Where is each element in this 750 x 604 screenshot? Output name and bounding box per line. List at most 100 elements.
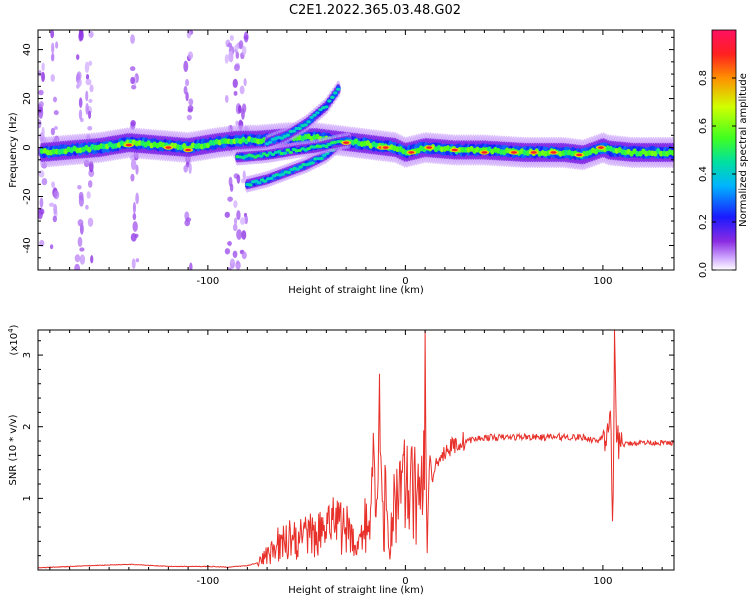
spectrogram-noise-cell (129, 66, 136, 72)
spectrogram-x-tick-label: 0 (402, 276, 408, 287)
spectrogram-noise-cell (41, 126, 45, 139)
spectrogram-noise-cell (50, 127, 56, 136)
spectrogram-noise-cell (189, 262, 193, 270)
spectrogram-y-tick-label: -40 (22, 237, 33, 253)
spectrogram-noise-cell (130, 158, 137, 171)
snr-y-multiplier-base: (x10 (9, 333, 20, 356)
spectrogram-core-cell (286, 170, 292, 175)
spectrogram-core-cell (306, 147, 311, 151)
spectrogram-image (38, 30, 674, 270)
spectrogram-noise-cell (224, 54, 229, 64)
spectrogram-core-cell (303, 123, 308, 127)
spectrogram-noise-cell (233, 217, 238, 226)
spectrogram-noise-cell (241, 251, 247, 260)
spectrogram-core-cell (306, 120, 311, 124)
spectrogram-noise-cell (50, 30, 55, 39)
snr-plot-area (38, 330, 674, 570)
spectrogram-hot-spot (185, 148, 192, 152)
spectrogram-noise-cell (224, 248, 231, 255)
spectrogram-noise-cell (187, 105, 194, 112)
colorbar-tick-label: 0.8 (698, 70, 709, 86)
spectrogram-panel: -100 0 100 -40 -20 0 20 40 Height of straight l… (8, 29, 675, 296)
spectrogram-noise-cell (186, 114, 192, 121)
spectrogram-noise-cell (131, 84, 137, 90)
spectrogram-hot-spot (426, 146, 433, 149)
spectrogram-noise-cell (183, 60, 189, 73)
spectrogram-hot-spot (165, 146, 172, 149)
spectrogram-y-tick-label: 0 (22, 144, 33, 150)
spectrogram-hot-spot (597, 146, 604, 149)
spectrogram-noise-cell (53, 126, 58, 131)
spectrogram-ticks: -100 0 100 -40 -20 0 20 40 (22, 30, 674, 287)
spectrogram-noise-cell (87, 180, 93, 188)
spectrogram-noise-cell (50, 74, 55, 82)
spectrogram-hot-spot (408, 151, 415, 154)
spectrogram-hot-spot (550, 151, 557, 154)
spectrogram-noise-cell (41, 177, 48, 186)
spectrogram-noise-cell (85, 73, 90, 80)
spectrogram-core-cell (270, 152, 276, 157)
colorbar: 0.0 0.2 0.4 0.6 0.8 Normalized spectral ampl… (698, 29, 749, 278)
spectrogram-core-cell (262, 179, 268, 183)
spectrogram-noise-cell (239, 85, 245, 95)
spectrogram-noise-cell (48, 202, 55, 207)
svg-text:(x104): (x104) (7, 324, 20, 355)
spectrogram-core-cell (257, 181, 262, 185)
spectrogram-noise-cell (88, 60, 93, 66)
spectrogram-core-cell (324, 105, 329, 109)
colorbar-tick-label: 0.6 (698, 118, 709, 134)
spectrogram-noise-cell (38, 170, 45, 178)
spectrogram-noise-cell (232, 223, 238, 232)
colorbar-tick-label: 0.0 (698, 262, 709, 278)
snr-y-multiplier-exp: 4 (7, 328, 15, 333)
spectrogram-core-cell (315, 111, 320, 115)
snr-line (38, 330, 674, 569)
spectrogram-noise-cell (38, 69, 42, 77)
spectrogram-core-cell (297, 148, 302, 152)
spectrogram-y-tick-label: 20 (22, 92, 33, 105)
spectrogram-noise-cell (229, 35, 234, 41)
spectrogram-noise-cell (89, 84, 94, 93)
spectrogram-x-tick-label: 100 (593, 276, 612, 287)
spectrogram-noise-cell (132, 221, 138, 232)
spectrogram-noise-cell (233, 90, 238, 96)
spectrogram-noise-cell (232, 78, 238, 88)
spectrogram-track (264, 80, 341, 152)
spectrogram-x-tick-label: -100 (197, 276, 220, 287)
spectrogram-noise-cell (238, 40, 244, 50)
spectrogram-noise-cell (230, 258, 234, 265)
spectrogram-noise-cell (130, 232, 137, 242)
spectrogram-core-cell (322, 153, 327, 158)
snr-panel: -100 0 100 1 2 3 Height of straight line (km)… (7, 324, 675, 596)
spectrogram-noise-cell (88, 98, 93, 103)
spectrogram-core-cell (327, 99, 332, 103)
spectrogram-core-cell (276, 150, 282, 154)
spectrogram-hot-spot (343, 141, 350, 144)
spectrogram-noise-cell (183, 85, 188, 95)
spectrogram-noise-cell (130, 173, 135, 182)
snr-x-tick-label: -100 (197, 576, 220, 587)
spectrogram-noise-cell (84, 61, 90, 73)
spectrogram-hot-spot (576, 153, 583, 157)
spectrogram-noise-cell (38, 101, 44, 108)
spectrogram-noise-cell (235, 51, 240, 59)
spectrogram-noise-cell (239, 217, 246, 225)
spectrogram-noise-cell (235, 260, 241, 270)
spectrogram-core-cell (295, 167, 300, 171)
spectrogram-noise-cell (241, 103, 247, 114)
spectrogram-noise-cell (74, 254, 81, 263)
snr-y-tick-label: 3 (22, 352, 33, 358)
spectrogram-y-tick-label: 40 (22, 43, 33, 56)
spectrogram-noise-cell (135, 258, 140, 263)
snr-x-tick-label: 100 (593, 576, 612, 587)
spectrogram-noise-cell (51, 181, 55, 188)
spectrogram-core-cell (279, 136, 285, 140)
spectrogram-core-cell (324, 144, 329, 148)
spectrogram-noise-cell (87, 217, 94, 227)
spectrogram-noise-cell (53, 110, 59, 116)
spectrogram-noise-cell (187, 51, 194, 60)
spectrogram-noise-cell (51, 42, 55, 54)
spectrogram-noise-cell (85, 90, 89, 102)
snr-y-label: SNR (10 * v/v) (8, 414, 19, 485)
spectrogram-noise-cell (183, 165, 188, 173)
